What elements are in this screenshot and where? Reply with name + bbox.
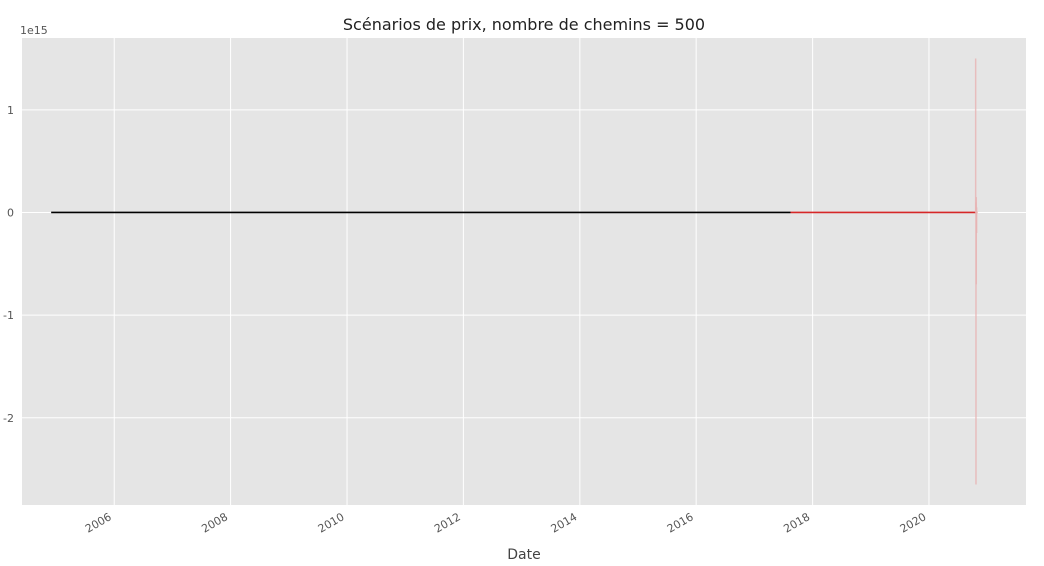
y-offset-label: 1e15 xyxy=(20,24,48,37)
x-tick-label: 2016 xyxy=(665,510,696,535)
x-tick-label: 2018 xyxy=(781,510,812,535)
x-tick-label: 2008 xyxy=(199,510,230,535)
plot-area xyxy=(22,38,1026,505)
series-layer xyxy=(51,58,978,485)
y-tick-label: 0 xyxy=(7,206,14,219)
y-tick-label: -1 xyxy=(3,309,14,322)
x-axis-label: Date xyxy=(507,547,540,563)
y-tick-label: 1 xyxy=(7,104,14,117)
chart-title: Scénarios de prix, nombre de chemins = 5… xyxy=(343,15,705,34)
x-tick-label: 2010 xyxy=(316,510,347,535)
x-tick-label: 2006 xyxy=(83,510,114,535)
x-tick-label: 2012 xyxy=(432,510,463,535)
x-tick-label: 2020 xyxy=(898,510,929,535)
x-tick-label: 2014 xyxy=(549,510,580,535)
y-tick-label: -2 xyxy=(3,412,14,425)
